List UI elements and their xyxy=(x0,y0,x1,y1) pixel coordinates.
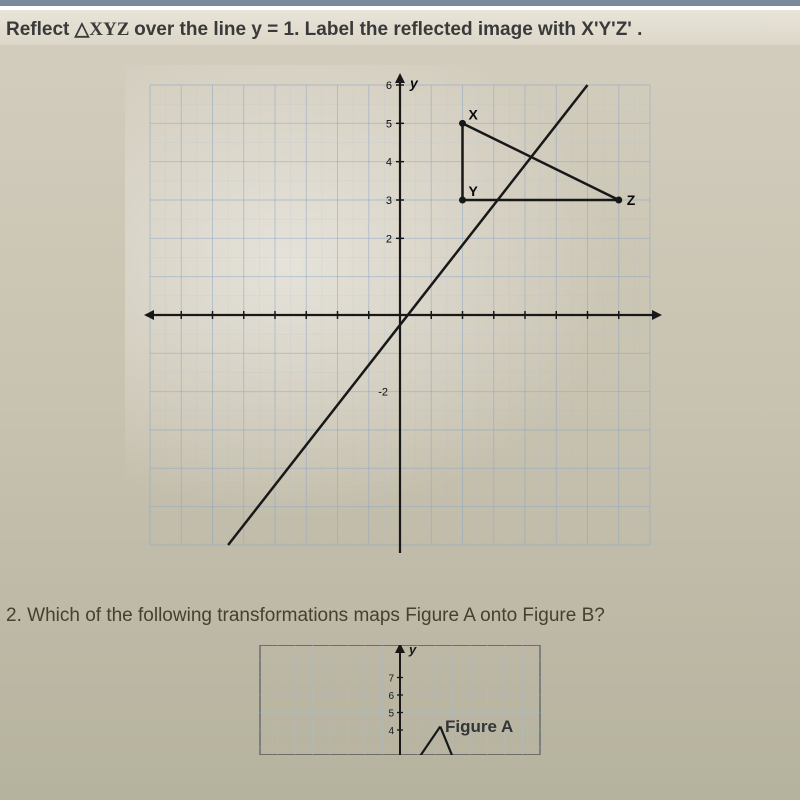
svg-text:4: 4 xyxy=(386,157,392,169)
question-2-text: 2. Which of the following transformation… xyxy=(0,575,800,637)
svg-text:6: 6 xyxy=(386,80,392,92)
svg-text:4: 4 xyxy=(388,726,394,737)
svg-text:3: 3 xyxy=(386,195,392,207)
q2-body: Which of the following transformations m… xyxy=(22,605,605,626)
svg-text:y: y xyxy=(408,645,417,657)
q1-suffix: Label the reflected image with X'Y'Z' . xyxy=(299,19,642,40)
svg-text:Z: Z xyxy=(627,192,636,208)
svg-text:X: X xyxy=(469,106,479,122)
q2-number: 2. xyxy=(6,605,22,626)
figure-a-label: Figure A xyxy=(445,717,513,737)
question-1-text: Reflect △XYZ over the line y = 1. Label … xyxy=(0,10,800,45)
svg-text:5: 5 xyxy=(386,118,392,130)
svg-text:Y: Y xyxy=(469,183,479,199)
svg-text:-2: -2 xyxy=(378,387,388,399)
q2-graph: y 4 5 6 7 Figure A xyxy=(240,645,560,755)
q1-mid: over the line xyxy=(134,19,251,40)
q1-graph: 2 3 4 5 6 -2 y X Y Z xyxy=(125,65,675,565)
q1-prefix: Reflect xyxy=(6,19,75,40)
q1-graph-svg: 2 3 4 5 6 -2 y X Y Z xyxy=(125,65,675,565)
svg-text:6: 6 xyxy=(388,691,394,702)
svg-text:2: 2 xyxy=(386,233,392,245)
q1-triangle: △XYZ xyxy=(75,19,134,40)
q1-eq: y = 1. xyxy=(251,19,299,40)
svg-text:y: y xyxy=(409,75,419,91)
q2-graph-svg: y 4 5 6 7 xyxy=(240,645,560,755)
svg-text:7: 7 xyxy=(388,674,394,685)
svg-text:5: 5 xyxy=(388,709,394,720)
